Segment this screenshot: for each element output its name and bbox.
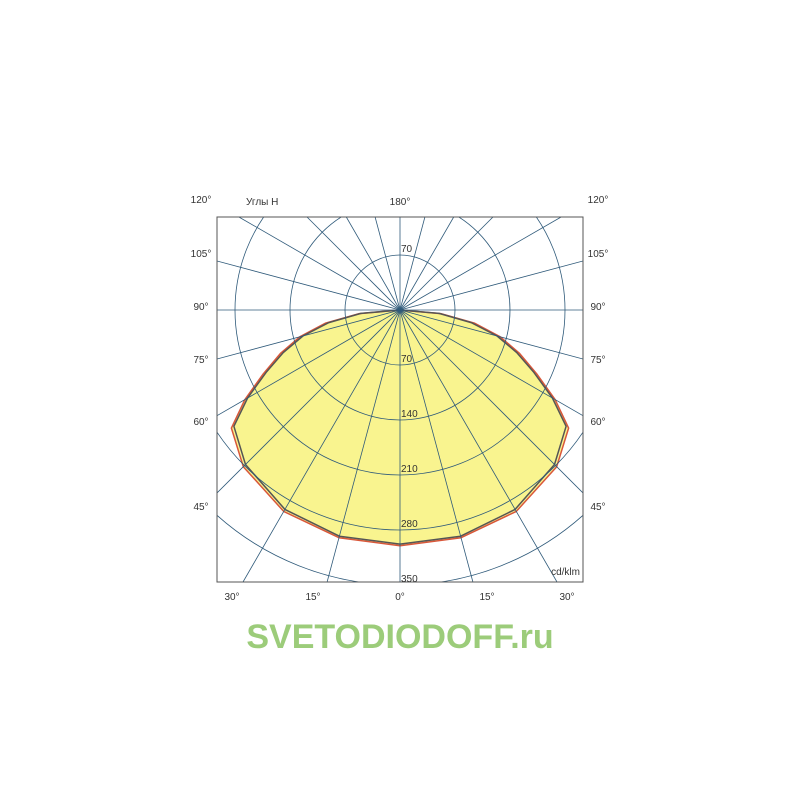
radial-tick-label: 280: [401, 519, 418, 530]
angle-label-left: 45°: [193, 502, 208, 513]
polar-grid: [217, 217, 583, 582]
grid-ray: [238, 217, 401, 311]
grid-ray: [399, 309, 474, 582]
angle-label-left: 60°: [193, 417, 208, 428]
angle-label-right: 45°: [590, 502, 605, 513]
angle-label-left: 30°: [224, 592, 239, 603]
radial-tick-label: 70: [401, 354, 413, 365]
angle-label-left: 75°: [193, 355, 208, 366]
radial-tick-label: 140: [401, 409, 418, 420]
angle-label-right: 15°: [479, 592, 494, 603]
grid-ray: [399, 260, 583, 311]
grid-ray: [217, 309, 401, 417]
grid-ray: [399, 217, 562, 311]
angle-label-left: 120°: [191, 195, 212, 206]
angle-label-left: 90°: [193, 302, 208, 313]
grid-ray: [242, 309, 401, 582]
angle-label-right: 75°: [590, 355, 605, 366]
watermark: SVETODIODOFF.ru: [246, 618, 553, 656]
angle-label-top: 180°: [390, 197, 411, 208]
grid-ray: [326, 309, 401, 582]
angle-label-bottom: 0°: [395, 592, 405, 603]
grid-ray: [399, 309, 583, 494]
angle-label-right: 60°: [590, 417, 605, 428]
radial-tick-label: 210: [401, 464, 418, 475]
grid-ray: [399, 309, 583, 417]
grid-ray: [374, 217, 401, 311]
grid-ray: [345, 217, 401, 311]
unit-label: cd/klm: [551, 567, 580, 578]
radial-top-tick: 70: [401, 244, 413, 255]
angle-label-left: 105°: [191, 249, 212, 260]
grid-ray: [217, 260, 401, 311]
frame: [216, 216, 584, 583]
angle-title: Углы Н: [246, 197, 278, 208]
grid-ray: [399, 217, 494, 311]
angle-label-right: 30°: [559, 592, 574, 603]
angle-label-left: 15°: [305, 592, 320, 603]
grid-ray: [399, 217, 426, 311]
angle-label-right: 105°: [588, 249, 609, 260]
grid-ray: [217, 309, 401, 360]
grid-ray: [306, 217, 401, 311]
grid-ray: [399, 309, 558, 582]
radial-tick-label: 350: [401, 574, 418, 585]
grid-ray: [399, 309, 583, 360]
angle-label-right: 90°: [590, 302, 605, 313]
grid-ray: [217, 309, 401, 494]
grid-ray: [399, 217, 455, 311]
angle-label-right: 120°: [588, 195, 609, 206]
